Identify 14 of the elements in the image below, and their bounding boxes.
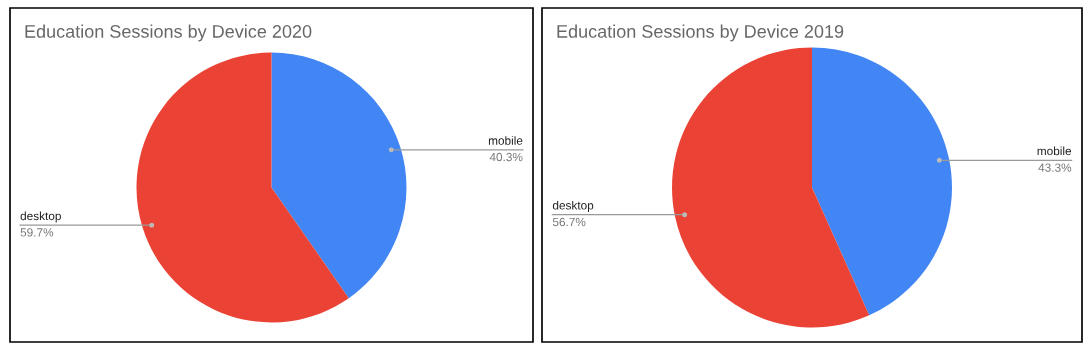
slice-label: desktop (20, 211, 61, 223)
slice-label: desktop (552, 200, 594, 212)
chart-title: Education Sessions by Device 2019 (557, 24, 844, 42)
data-label: 59.7% (20, 228, 54, 237)
pie-slice (812, 47, 952, 316)
slice-label: mobile (1037, 146, 1072, 156)
pie-slice (136, 52, 349, 323)
pie-slice (271, 52, 407, 299)
slice-label: mobile (488, 136, 523, 145)
chart-title: Education Sessions by Device 2020 (25, 24, 312, 42)
data-label: 43.3% (1038, 163, 1072, 172)
data-label: 56.7% (552, 217, 586, 227)
pie-slice (672, 47, 870, 328)
data-label: 40.3% (489, 152, 523, 162)
